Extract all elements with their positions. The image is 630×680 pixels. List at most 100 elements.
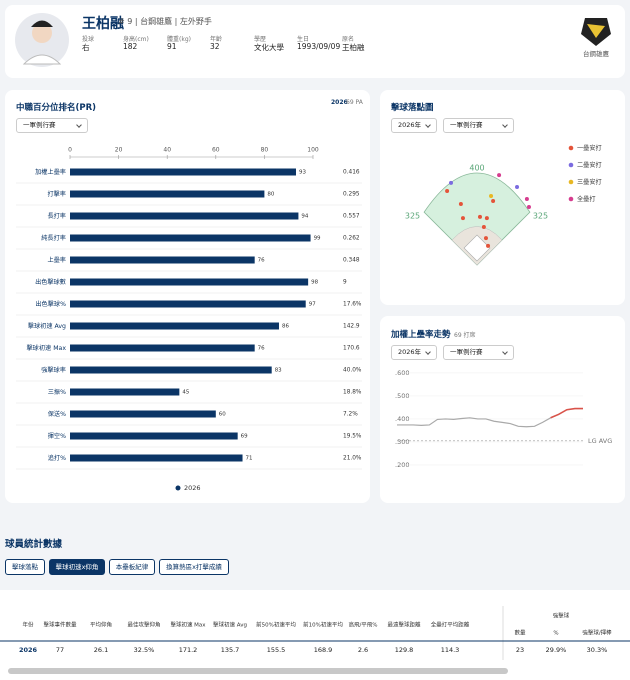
category-label: 三振% [48,388,66,396]
player-name: 王柏融 [82,16,124,32]
category-label: 打擊率 [47,190,66,198]
hit-point [484,216,489,221]
stat-value: 7.2% [343,412,358,418]
dropdown[interactable]: 一軍例行賽 [16,118,88,133]
tab-button[interactable]: 擊球落點 [5,559,45,575]
data-label: 76 [258,346,265,352]
column-header: 高飛/平飛% [348,621,377,629]
column-header: 前10%初速平均 [303,621,343,629]
table-cell: 171.2 [179,646,198,654]
category-label: 揮空% [48,432,66,440]
table-cell: 129.8 [395,646,414,654]
dropdown[interactable]: 一軍例行賽 [443,345,514,360]
table-cell: 23 [516,646,524,654]
legend-label: 二壘安打 [577,161,602,169]
pr-season: 2026 [331,99,348,106]
bar [70,190,265,198]
field-label: 體重(kg) [167,36,191,43]
data-label: 69 [241,434,248,440]
hit-point [486,243,491,248]
column-header: 強擊球/揮棒 [582,629,612,637]
stat-value: 19.5% [343,434,362,440]
bar [70,366,272,374]
legend-label: 一壘安打 [577,144,602,152]
pr-title: 中職百分位排名(PR) [16,103,97,113]
table-cell: 135.7 [221,646,240,654]
bar [70,278,309,286]
bar [70,256,255,264]
table-card [0,590,630,680]
hit-point [460,216,465,221]
data-label: 93 [299,170,306,176]
dropdown[interactable]: 一軍例行賽 [443,118,514,133]
field-value: 182 [123,42,138,51]
table-cell: 26.1 [94,646,108,654]
hit-point [483,236,488,241]
legend-marker [568,196,574,202]
scrollbar[interactable] [8,668,508,674]
trend-subtitle: 69 打席 [454,332,476,339]
data-label: 45 [182,390,189,396]
tab-button[interactable]: 擊球初速x仰角 [49,559,105,575]
bar [70,454,243,462]
category-label: 追打% [48,454,66,462]
category-label: 上壘率 [47,256,66,264]
legend-marker [568,162,574,168]
bar [70,410,216,418]
table-cell: 30.3% [587,646,608,654]
field-label: 投球 [82,36,95,43]
stat-value: 40.0% [343,368,362,374]
category-label: 擊球初速 Avg [28,322,66,330]
legend-marker [568,145,574,151]
dropdown[interactable]: 2026年 [391,345,437,360]
hit-point [497,173,502,178]
x-tick-label: 0 [68,147,72,154]
player-number: # 9 [118,17,133,26]
data-label: 86 [282,324,289,330]
tab-button[interactable]: 本壘板紀律 [109,559,155,575]
category-label: 出色擊球數 [35,278,66,286]
column-header: 最遠擊球距離 [387,621,421,629]
category-label: 擊球初速 Max [26,344,66,352]
reference-label: LG AVG [588,437,612,445]
bar [70,388,180,396]
dropdown[interactable]: 2026年 [391,118,437,133]
data-label: 76 [258,258,265,264]
column-group-header: 強擊球 [553,612,570,620]
team-logo-text: 台鋼雄鷹 [583,50,609,58]
column-header: 擊球初速 Avg [213,621,247,629]
hit-point [458,202,463,207]
table-cell: 2026 [19,646,38,654]
category-label: 保送% [48,410,66,418]
category-label: 強擊球率 [41,366,66,374]
legend-marker [175,485,181,491]
data-label: 97 [309,302,316,308]
stat-value: 0.348 [343,258,360,264]
column-header: % [553,631,558,637]
player-sub: # 9 | 台鋼雄鷹 | 左外野手 [118,17,212,26]
data-label: 94 [301,214,308,220]
stat-value: 0.416 [343,170,360,176]
tab-button[interactable]: 換算熱區x打擊成績 [159,559,229,575]
field-label: 學歷 [254,36,267,43]
bar [70,212,299,220]
trend-line [550,407,583,419]
trend-line [397,413,559,428]
data-label: 60 [219,412,226,418]
data-label: 99 [314,236,321,242]
hit-point [477,214,482,219]
pr-pa: 69 PA [346,99,363,106]
avatar-face [32,23,52,43]
table-cell: 168.9 [314,646,333,654]
x-tick-label: 40 [163,147,171,154]
x-tick-label: 20 [115,147,123,154]
hit-point [491,199,496,204]
data-label: 80 [267,192,274,198]
legend-marker [568,179,574,185]
field-label: 原名 [342,36,355,43]
column-header: 最佳攻擊仰角 [127,621,160,629]
stat-value: 0.557 [343,214,360,220]
field-label: 年齡 [210,36,223,43]
field-label: 生日 [297,36,310,43]
